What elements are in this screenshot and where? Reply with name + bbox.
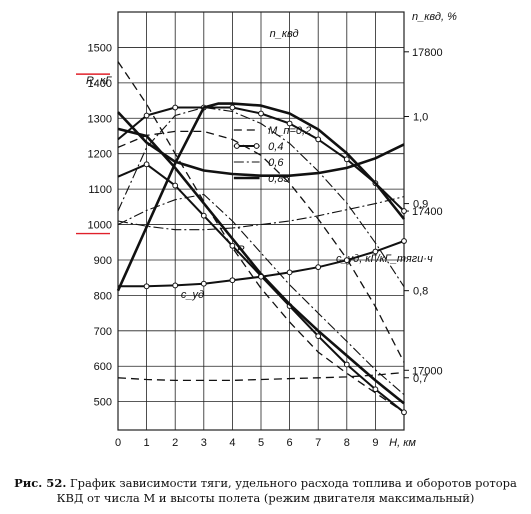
legend-label: 0,4	[268, 141, 283, 153]
r-tick-label: 600	[94, 361, 112, 373]
x-tick-label: 6	[287, 437, 293, 449]
c-axis-label: c_уд, кГ/кГ_тяги·ч	[336, 253, 433, 265]
series-line-n-m02	[117, 130, 405, 363]
c-tick-label: 0,8	[413, 286, 428, 298]
data-point-c-m04	[172, 282, 179, 289]
data-point-R-m04	[343, 361, 350, 368]
data-point-R-m04	[172, 182, 179, 189]
n-tick-label: 17000	[412, 365, 443, 377]
figure-caption: Рис. 52. График зависимости тяги, удельн…	[0, 476, 531, 506]
x-tick-label: 4	[229, 437, 235, 449]
series-line-R-m06	[117, 193, 405, 396]
data-point-n-m04	[172, 104, 179, 111]
curve-label-r: R	[237, 244, 245, 256]
legend-label: M_п=0,2	[268, 125, 311, 137]
data-point-c-m04	[286, 269, 293, 276]
r-tick-label: 1500	[88, 42, 112, 54]
curves	[116, 61, 407, 416]
legend-marker	[253, 143, 260, 149]
data-point-c-m04	[229, 277, 236, 284]
data-point-n-m04	[401, 208, 407, 214]
data-point-R-m04	[315, 333, 322, 340]
data-point-n-m04	[286, 120, 293, 127]
series-line-c-m06	[117, 196, 405, 231]
data-point-n-m04	[143, 112, 150, 119]
data-point-R-m04	[401, 409, 407, 416]
x-tick-label: 0	[115, 437, 121, 449]
chart: 0 1 2 3 4 5 6 7 8 9 H, км 500 600 700 800 900 1000 1100 12…	[76, 11, 457, 449]
caption-label: Рис. 52.	[14, 476, 67, 490]
x-tick-label: 3	[201, 437, 207, 449]
series-line-n-m085	[116, 102, 406, 292]
r-tick-label: 1100	[88, 184, 112, 196]
data-point-n-m04	[258, 110, 264, 117]
n-axis-label: n_квд, %	[412, 11, 457, 23]
grid	[117, 11, 409, 431]
r-tick-label: 900	[94, 255, 112, 267]
data-point-n-m04	[343, 156, 350, 163]
data-point-c-m04	[143, 283, 150, 290]
r-tick-label: 1000	[88, 220, 112, 232]
data-point-c-m04	[258, 273, 264, 280]
r-tick-label: 500	[94, 397, 112, 409]
data-point-R-m04	[200, 212, 207, 219]
data-point-c-m04	[200, 280, 207, 287]
data-point-n-m04	[229, 104, 236, 111]
data-point-R-m04	[143, 161, 150, 168]
labels: 0 1 2 3 4 5 6 7 8 9 H, км 500 600 700 800 900 1000 1100 12…	[76, 11, 457, 449]
r-tick-label: 800	[94, 290, 112, 302]
r-tick-label: 700	[94, 326, 112, 338]
legend-marker	[233, 143, 240, 149]
curve-label-c: c_уд	[181, 289, 204, 301]
series-line-c-m02	[117, 371, 405, 382]
data-point-c-m04	[372, 248, 379, 255]
x-tick-label: 2	[172, 437, 178, 449]
r-axis-label: R, кГ	[86, 75, 112, 87]
c-tick-label: 0,7	[413, 373, 428, 385]
series-line-n-m06	[117, 106, 405, 288]
c-tick-label: 1,0	[413, 112, 428, 124]
data-point-R-m04	[229, 242, 236, 249]
x-tick-label: 5	[258, 437, 264, 449]
legend-label: 0,85	[268, 173, 290, 185]
data-point-c-m04	[315, 264, 322, 271]
x-tick-label: 1	[144, 437, 150, 449]
data-point-c-m04	[343, 257, 350, 264]
n-tick-label: 17400	[412, 206, 443, 218]
n-tick-label: 17800	[412, 47, 443, 59]
data-point-c-m04	[401, 238, 407, 244]
curve-label-n: n_квд	[270, 28, 299, 40]
r-tick-label: 1200	[88, 149, 112, 161]
x-tick-label: 8	[344, 437, 350, 449]
data-point-n-m04	[315, 136, 322, 143]
series-line-c-m085	[117, 111, 405, 177]
r-tick-label: 1400	[88, 78, 112, 90]
data-point-R-m04	[372, 386, 379, 393]
x-axis-label: H, км	[389, 437, 416, 449]
x-tick-label: 7	[315, 437, 321, 449]
legend-label: 0,6	[268, 157, 284, 169]
c-tick-label: 0,9	[413, 199, 428, 211]
caption-text: График зависимости тяги, удельного расхо…	[56, 476, 517, 505]
x-tick-label: 9	[372, 437, 378, 449]
r-tick-label: 1300	[88, 113, 112, 125]
